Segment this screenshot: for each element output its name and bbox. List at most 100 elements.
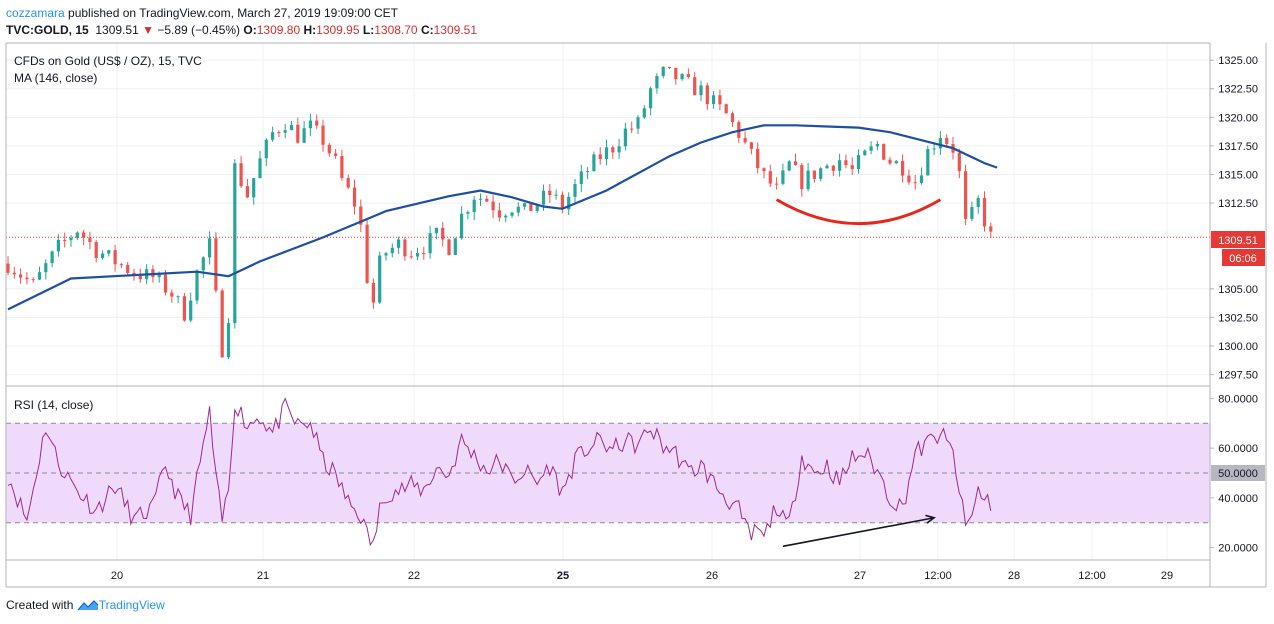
rsi-mid-badge: 50.0000	[1211, 465, 1265, 481]
tradingview-brand-link[interactable]: TradingView	[98, 598, 165, 612]
candle-body	[327, 144, 331, 154]
close-value: 1309.51	[433, 23, 478, 37]
candle-body	[617, 146, 621, 153]
symbol-line: TVC:GOLD, 15 1309.51 ▼ −5.89 (−0.45%) O:…	[6, 22, 477, 39]
candle-body	[195, 270, 199, 301]
price-tick-label: 1325.00	[1218, 55, 1258, 67]
time-tick-label: 26	[706, 570, 718, 582]
candle-body	[907, 175, 911, 183]
candle-body	[176, 296, 180, 298]
rsi-axis[interactable]: 80.0000 60.0000 40.0000 20.0000	[1210, 393, 1258, 555]
candle-body	[793, 161, 798, 166]
candle-body	[497, 210, 501, 218]
grid-lines	[6, 43, 1210, 560]
candle-body	[19, 274, 23, 278]
candle-body	[189, 300, 193, 321]
ma-legend: MA (146, close)	[14, 71, 97, 85]
candle-body	[315, 120, 319, 126]
candle-body	[321, 125, 325, 145]
candle-body	[888, 159, 892, 164]
candle-body	[787, 161, 791, 171]
candle-body	[875, 143, 879, 147]
price-tick-label: 1302.50	[1218, 312, 1258, 324]
candle-body	[535, 204, 539, 212]
candle-body	[743, 137, 747, 143]
candle-body	[277, 132, 281, 134]
candle-body	[163, 274, 168, 293]
candle-body	[352, 187, 357, 207]
candle-body	[712, 95, 716, 105]
candle-body	[749, 142, 753, 149]
candle-body	[258, 158, 262, 179]
candle-body	[901, 161, 905, 176]
candle-body	[340, 155, 344, 178]
candle-body	[586, 171, 590, 173]
candle-body	[346, 177, 350, 188]
candle-body	[938, 137, 942, 149]
candle-body	[214, 238, 218, 291]
candle-body	[69, 237, 73, 241]
author-link[interactable]: cozzamara	[6, 6, 65, 20]
candle-body	[441, 227, 445, 240]
time-tick-label: 25	[557, 570, 569, 582]
candle-body	[226, 323, 231, 358]
candle-body	[31, 279, 35, 281]
rsi-mid-label: 50.0000	[1218, 468, 1258, 480]
candle-body	[359, 206, 363, 225]
price-tick-label: 1320.00	[1218, 112, 1258, 124]
candle-body	[548, 190, 552, 196]
candle-body	[957, 152, 961, 172]
candle-body	[252, 178, 256, 198]
price-tick-label: 1300.00	[1218, 341, 1258, 353]
price-axis[interactable]: 1325.00 1322.50 1320.00 1317.50 1315.00 1312.…	[1210, 55, 1258, 382]
candle-body	[25, 277, 29, 280]
candle-body	[12, 272, 16, 275]
candle-body	[403, 239, 407, 257]
candle-body	[82, 232, 86, 238]
candle-body	[856, 155, 861, 169]
time-tick-label: 20	[111, 570, 123, 582]
candle-body	[302, 128, 306, 143]
candle-body	[529, 203, 533, 212]
candle-body	[371, 282, 375, 303]
last-price-badge: 1309.51	[1211, 231, 1265, 248]
candle-body	[541, 190, 546, 205]
candle-body	[94, 242, 98, 259]
candle-body	[478, 198, 483, 200]
candle-body	[264, 139, 268, 159]
countdown-label: 06:06	[1229, 253, 1257, 265]
candle-body	[409, 256, 413, 258]
candle-body	[649, 88, 653, 109]
tradingview-logo-icon	[77, 600, 99, 611]
candle-body	[724, 104, 728, 114]
time-axis[interactable]: 20 21 22 25 26 27 12:00 28 12:00 29	[111, 570, 1173, 582]
rounding-arc-annotation	[775, 198, 942, 226]
candle-body	[844, 160, 848, 166]
candle-body	[976, 198, 980, 208]
candle-body	[289, 124, 294, 131]
price-tick-label: 1312.50	[1218, 198, 1258, 210]
candle-body	[693, 77, 697, 96]
candle-body	[516, 206, 520, 213]
candle-body	[579, 171, 583, 185]
candle-body	[686, 74, 690, 78]
open-label: O:	[243, 23, 257, 37]
candle-body	[44, 263, 48, 273]
candle-body	[667, 66, 672, 68]
candle-body	[838, 160, 842, 171]
time-tick-label: 29	[1161, 570, 1173, 582]
candle-body	[100, 253, 105, 259]
candle-body	[945, 137, 949, 145]
candle-body	[592, 154, 596, 172]
price-tick-label: 1322.50	[1218, 84, 1258, 96]
candle-body	[970, 207, 974, 219]
price-pane-title: CFDs on Gold (US$ / OZ), 15, TVC	[14, 54, 202, 68]
candle-body	[157, 274, 161, 278]
candle-body	[825, 165, 829, 169]
candle-body	[775, 183, 779, 185]
symbol-name: TVC:GOLD, 15	[6, 23, 89, 37]
rsi-pane-title: RSI (14, close)	[14, 398, 93, 412]
candle-body	[138, 275, 142, 280]
candle-body	[434, 227, 438, 234]
